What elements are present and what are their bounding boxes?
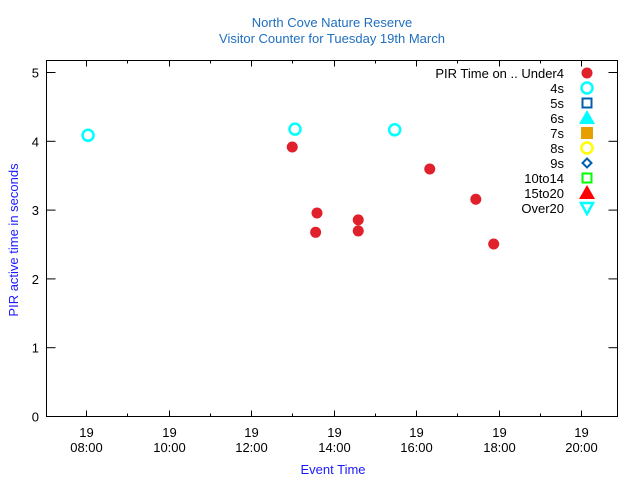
legend-marker-8s: [580, 141, 594, 155]
x-axis-label: Event Time: [300, 462, 365, 477]
legend-label: Over20: [521, 201, 564, 216]
legend-entry-over20: Over20: [521, 201, 596, 217]
y-tick-label: 0: [32, 410, 39, 425]
x-tick-label-time: 10:00: [153, 440, 186, 455]
data-point-4s: [387, 123, 402, 137]
data-point-4s: [81, 128, 95, 143]
data-point-under4: [352, 225, 364, 237]
legend-marker-9s: [581, 157, 593, 169]
legend-marker-6s: [579, 110, 595, 124]
chart-subtitle: Visitor Counter for Tuesday 19th March: [219, 31, 445, 46]
x-tick-label-day: 19: [574, 425, 588, 440]
legend-label: 4s: [550, 81, 564, 96]
x-tick-label-time: 16:00: [400, 440, 433, 455]
x-tick-label-time: 20:00: [565, 440, 598, 455]
legend-marker-5s: [581, 97, 593, 109]
x-tick-label-day: 19: [409, 425, 423, 440]
legend-entry-4s: 4s: [550, 81, 594, 96]
legend-entry-7s: 7s: [550, 126, 593, 141]
legend-entry-6s: 6s: [550, 110, 595, 126]
legend-label: 10to14: [524, 171, 564, 186]
legend-label: 7s: [550, 126, 564, 141]
legend-title: PIR Time on .. Under4: [435, 66, 564, 81]
legend-entry-15to20: 15to20: [524, 185, 595, 201]
x-tick-label-time: 18:00: [483, 440, 516, 455]
legend-label: 5s: [550, 96, 564, 111]
x-tick-label-day: 19: [492, 425, 506, 440]
data-point-under4: [286, 141, 298, 153]
x-tick-label-time: 08:00: [70, 440, 103, 455]
legend-entry-10to14: 10to14: [524, 171, 593, 186]
y-tick-label: 5: [32, 66, 39, 81]
plot-frame: [46, 60, 618, 417]
data-point-under4: [352, 214, 364, 226]
legend-marker-under4: [581, 67, 593, 79]
data-point-4s: [288, 122, 302, 136]
x-tick-label-day: 19: [162, 425, 176, 440]
data-point-under4: [310, 226, 322, 238]
legend-marker-15to20: [579, 185, 595, 199]
legend-label: 15to20: [524, 186, 564, 201]
legend-marker-4s: [580, 81, 594, 95]
y-tick-label: 4: [32, 134, 39, 149]
x-tick-label-time: 14:00: [318, 440, 351, 455]
y-tick-label: 3: [32, 203, 39, 218]
legend-entry-9s: 9s: [550, 156, 593, 171]
chart-title: North Cove Nature Reserve: [252, 15, 412, 30]
y-tick-label: 2: [32, 272, 39, 287]
y-axis-label: PIR active time in seconds: [6, 163, 21, 317]
x-tick-label-day: 19: [327, 425, 341, 440]
legend-entry-8s: 8s: [550, 141, 594, 156]
legend-label: 8s: [550, 141, 564, 156]
data-point-under4: [488, 238, 500, 250]
legend-entry-5s: 5s: [550, 96, 593, 111]
legend-entry-under4: PIR Time on .. Under4Under4: [435, 66, 593, 81]
x-tick-label-time: 12:00: [235, 440, 268, 455]
legend-marker-10to14: [581, 172, 593, 184]
legend-label: 6s: [550, 111, 564, 126]
x-tick-label-day: 19: [244, 425, 258, 440]
data-point-under4: [424, 163, 436, 175]
y-tick-label: 1: [32, 341, 39, 356]
data-point-under4: [311, 207, 323, 219]
legend-label: 9s: [550, 156, 564, 171]
data-point-under4: [470, 193, 482, 205]
legend-marker-7s: [581, 127, 593, 139]
legend-marker-over20: [578, 201, 596, 217]
x-tick-label-day: 19: [79, 425, 93, 440]
